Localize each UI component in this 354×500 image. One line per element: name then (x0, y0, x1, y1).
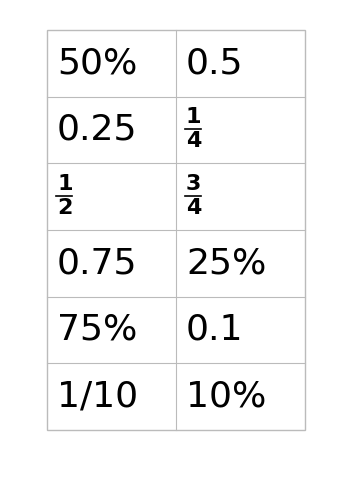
Text: 3: 3 (186, 174, 201, 194)
Text: 25%: 25% (186, 246, 266, 280)
Text: 0.5: 0.5 (186, 46, 244, 80)
Text: 0.75: 0.75 (57, 246, 137, 280)
Text: 10%: 10% (186, 380, 266, 414)
Text: 4: 4 (186, 131, 201, 151)
Text: 75%: 75% (57, 313, 137, 347)
Text: 1: 1 (186, 107, 201, 127)
Bar (47, 30, 305, 430)
Text: 50%: 50% (57, 46, 137, 80)
Text: 0.25: 0.25 (57, 113, 137, 147)
Text: 0.1: 0.1 (186, 313, 244, 347)
Text: 2: 2 (57, 198, 72, 218)
Text: 4: 4 (186, 198, 201, 218)
Text: 1: 1 (57, 174, 73, 194)
Text: 1/10: 1/10 (57, 380, 138, 414)
